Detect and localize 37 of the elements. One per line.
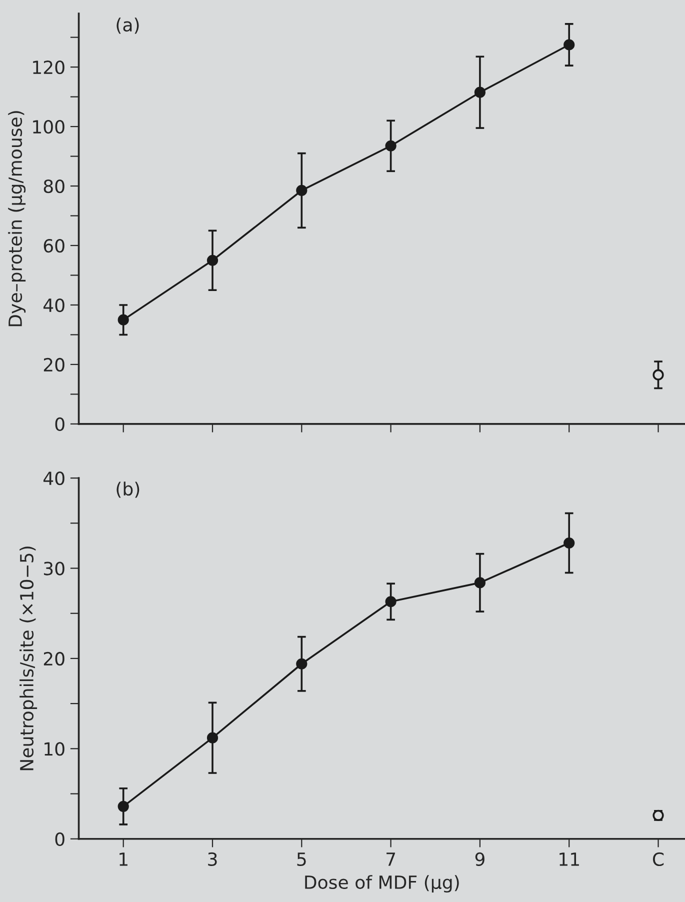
y-tick-label: 100 (33, 120, 64, 134)
point (118, 800, 129, 812)
y-tick-label: 80 (44, 179, 64, 194)
y-tick-label: 20 (44, 652, 64, 666)
point (296, 184, 308, 196)
point (474, 86, 486, 98)
annotation: (a) (116, 18, 139, 34)
point (474, 577, 486, 588)
y-axis-title: Dye–protein (µg/mouse) (8, 111, 26, 326)
point (385, 140, 396, 152)
x-tick-label: 3 (208, 852, 217, 866)
x-axis-title: Dose of MDF (µg) (305, 875, 459, 893)
y-tick-label: 40 (43, 472, 64, 486)
annotation: (b) (116, 482, 140, 498)
y-axis-title: Neutrophils/site (×10−5) (20, 546, 38, 770)
point (385, 596, 396, 608)
point (296, 658, 308, 670)
y-tick-label: 0 (55, 417, 64, 432)
y-tick-label: 20 (44, 358, 64, 372)
x-tick-label: 1 (120, 852, 128, 866)
x-tick-label: 5 (297, 852, 306, 866)
point (206, 254, 218, 266)
y-tick-label: 0 (55, 832, 64, 846)
point (564, 537, 575, 549)
y-tick-label: 40 (43, 298, 64, 312)
x-tick-label: C (652, 852, 664, 866)
x-tick-label: 9 (475, 852, 484, 866)
point (564, 39, 575, 50)
y-tick-label: 60 (44, 238, 64, 253)
y-tick-label: 30 (44, 562, 64, 576)
x-tick-label: 7 (386, 852, 396, 866)
point (206, 732, 218, 744)
x-tick-label: 11 (560, 852, 579, 866)
y-tick-label: 10 (44, 742, 64, 756)
point (652, 369, 664, 380)
point (118, 314, 129, 326)
y-tick-label: 120 (33, 60, 64, 74)
